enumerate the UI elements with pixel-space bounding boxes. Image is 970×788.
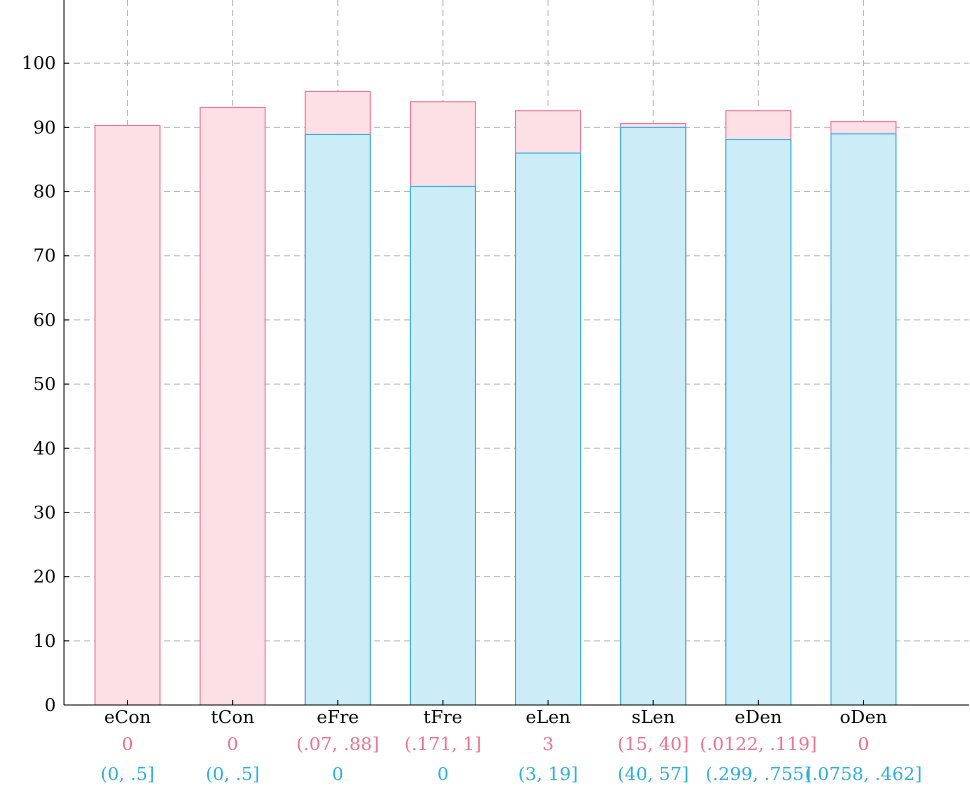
x-tick-label-eFre: eFre: [317, 707, 359, 728]
bar-s2-eDen: [725, 139, 792, 706]
x-tick-label-eDen: eDen: [735, 707, 783, 728]
bar-s2-tFre: [409, 185, 476, 706]
sublabel-row2-sLen: (40, 57]: [618, 764, 689, 785]
y-tick-label: 70: [33, 246, 56, 267]
y-tick-label: 10: [33, 631, 56, 652]
sublabel-row1-oDen: 0: [858, 734, 869, 755]
bars: [94, 90, 897, 706]
sublabel-row1-tCon: 0: [227, 734, 238, 755]
sublabel-row2-eFre: 0: [332, 764, 343, 785]
sublabel-row1-eLen: 3: [542, 734, 553, 755]
x-tick-label-tCon: tCon: [211, 707, 255, 728]
y-tick-label: 100: [22, 53, 56, 74]
sublabel-row2-tFre: 0: [437, 764, 448, 785]
y-tick-label: 80: [33, 182, 56, 203]
y-tick-label: 20: [33, 567, 56, 588]
sublabel-row1-eDen: (.0122, .119]: [700, 734, 817, 755]
y-tick-label: 60: [33, 310, 56, 331]
x-tick-label-eLen: eLen: [526, 707, 571, 728]
y-tick-label: 50: [33, 374, 56, 395]
bar-s2-eLen: [515, 152, 582, 706]
sublabel-row2-oDen: (.0758, .462]: [805, 764, 922, 785]
bar-s2-eFre: [304, 133, 371, 706]
y-tick-label: 90: [33, 117, 56, 138]
y-tick-label: 0: [45, 695, 56, 716]
sublabel-row2-eDen: (.299, .755]: [706, 764, 812, 785]
x-tick-label-tFre: tFre: [423, 707, 462, 728]
x-tick-label-oDen: oDen: [840, 707, 888, 728]
axes: [63, 0, 969, 706]
y-tick-label: 30: [33, 502, 56, 523]
sublabel-row1-eFre: (.07, .88]: [296, 734, 379, 755]
x-tick-label-eCon: eCon: [104, 707, 151, 728]
sublabel-row2-tCon: (0, .5]: [206, 764, 260, 785]
sublabel-row2-eLen: (3, 19]: [518, 764, 578, 785]
bar-s2-sLen: [620, 126, 687, 706]
bar-s1-tCon: [199, 106, 266, 706]
bar-s2-oDen: [830, 133, 897, 706]
y-tick-label: 40: [33, 438, 56, 459]
sublabel-row2-eCon: (0, .5]: [100, 764, 154, 785]
sublabel-row1-sLen: (15, 40]: [618, 734, 689, 755]
bar-s1-eCon: [94, 124, 161, 706]
sublabel-row1-eCon: 0: [122, 734, 133, 755]
x-tick-label-sLen: sLen: [631, 707, 675, 728]
sublabel-row1-tFre: (.171, 1]: [404, 734, 481, 755]
